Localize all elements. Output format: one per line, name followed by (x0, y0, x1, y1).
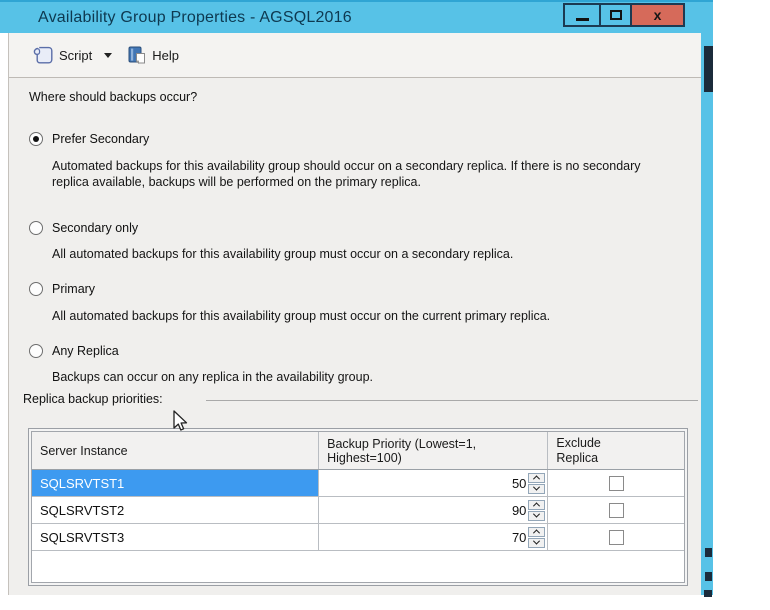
chevron-down-icon (104, 52, 113, 58)
exclude-checkbox[interactable] (608, 502, 624, 518)
exclude-cell (548, 470, 684, 496)
dialog-toolbar: Script Help (9, 33, 701, 78)
priority-spinner[interactable] (528, 526, 546, 548)
option-secondary-only[interactable]: Secondary only (29, 221, 138, 235)
background-window-fragment (705, 572, 712, 581)
grid-header: Server Instance Backup Priority (Lowest=… (32, 432, 684, 470)
grid-empty-area (32, 551, 684, 582)
priority-cell: 50 (319, 470, 549, 496)
chevron-down-icon (533, 510, 541, 518)
col-header-exclude-replica: Exclude Replica (556, 435, 601, 465)
col-header-backup-priority: Backup Priority (Lowest=1, Highest=100) (319, 432, 549, 469)
radio-secondary-only[interactable] (29, 221, 43, 235)
option-description: Backups can occur on any replica in the … (52, 370, 374, 384)
radio-dot-icon (33, 225, 39, 231)
radio-dot-icon (33, 136, 39, 142)
table-row[interactable]: SQLSRVTST3 70 (32, 524, 684, 551)
spinner-down-button[interactable] (528, 537, 546, 548)
radio-primary[interactable] (29, 282, 43, 296)
question-text: Where should backups occur? (29, 90, 198, 104)
chevron-up-icon (533, 529, 541, 537)
replica-priorities-grid: Server Instance Backup Priority (Lowest=… (28, 428, 688, 586)
priority-value[interactable]: 90 (511, 502, 527, 518)
spinner-up-button[interactable] (528, 499, 546, 510)
priority-spinner[interactable] (528, 499, 546, 521)
radio-dot-icon (33, 348, 39, 354)
priority-value[interactable]: 70 (511, 529, 527, 545)
spinner-down-button[interactable] (528, 510, 546, 521)
radio-any-replica[interactable] (29, 344, 43, 358)
window-title: Availability Group Properties - AGSQL201… (38, 9, 352, 26)
groupbox-divider (206, 400, 698, 401)
radio-prefer-secondary[interactable] (29, 132, 43, 146)
table-row[interactable]: SQLSRVTST2 90 (32, 497, 684, 524)
help-label: Help (152, 47, 179, 63)
maximize-icon (609, 10, 622, 20)
chevron-down-icon (533, 483, 541, 491)
close-button[interactable]: x (630, 3, 685, 27)
exclude-cell (548, 524, 684, 550)
col-header-server-instance: Server Instance (32, 432, 320, 469)
option-label[interactable]: Any Replica (52, 344, 119, 358)
background-window-fragment (704, 46, 713, 92)
exclude-checkbox[interactable] (608, 529, 624, 545)
maximize-button[interactable] (599, 3, 632, 27)
server-instance-cell[interactable]: SQLSRVTST3 (32, 524, 320, 550)
option-description: Automated backups for this availability … (52, 159, 641, 189)
spinner-up-button[interactable] (528, 472, 546, 483)
minimize-button[interactable] (563, 3, 601, 27)
replica-priorities-label: Replica backup priorities: (23, 392, 163, 406)
chevron-up-icon (533, 475, 541, 483)
exclude-cell (548, 497, 684, 523)
priority-cell: 90 (319, 497, 549, 523)
background-window-fragment (705, 548, 712, 557)
script-button[interactable]: Script (33, 46, 113, 64)
minimize-icon (575, 17, 589, 21)
option-label[interactable]: Primary (52, 282, 96, 296)
background-window-fragment (704, 590, 712, 597)
dialog-body: Script Help Where should backups occur? … (8, 33, 701, 595)
option-label[interactable]: Prefer Secondary (52, 132, 150, 146)
chevron-up-icon (533, 502, 541, 510)
exclude-checkbox[interactable] (608, 475, 624, 491)
server-instance-cell[interactable]: SQLSRVTST1 (32, 470, 320, 496)
option-description: All automated backups for this availabil… (52, 309, 551, 323)
window-controls: x (563, 3, 685, 27)
table-row[interactable]: SQLSRVTST1 50 (32, 470, 684, 497)
option-description: All automated backups for this availabil… (52, 247, 514, 261)
script-label: Script (59, 47, 93, 63)
option-label[interactable]: Secondary only (52, 221, 139, 235)
priority-cell: 70 (319, 524, 549, 550)
help-button[interactable]: Help (128, 46, 179, 64)
window-titlebar: Availability Group Properties - AGSQL201… (0, 0, 713, 33)
option-primary[interactable]: Primary (29, 282, 95, 296)
chevron-down-icon (533, 537, 541, 545)
spinner-down-button[interactable] (528, 483, 546, 494)
spinner-up-button[interactable] (528, 526, 546, 537)
priority-spinner[interactable] (528, 472, 546, 494)
help-book-icon (128, 46, 146, 64)
window-right-border (701, 33, 713, 595)
radio-dot-icon (33, 286, 39, 292)
option-prefer-secondary[interactable]: Prefer Secondary (29, 132, 149, 146)
server-instance-cell[interactable]: SQLSRVTST2 (32, 497, 320, 523)
option-any-replica[interactable]: Any Replica (29, 344, 119, 358)
script-scroll-icon (33, 46, 53, 64)
mouse-cursor (173, 410, 188, 431)
priority-value[interactable]: 50 (511, 475, 527, 491)
